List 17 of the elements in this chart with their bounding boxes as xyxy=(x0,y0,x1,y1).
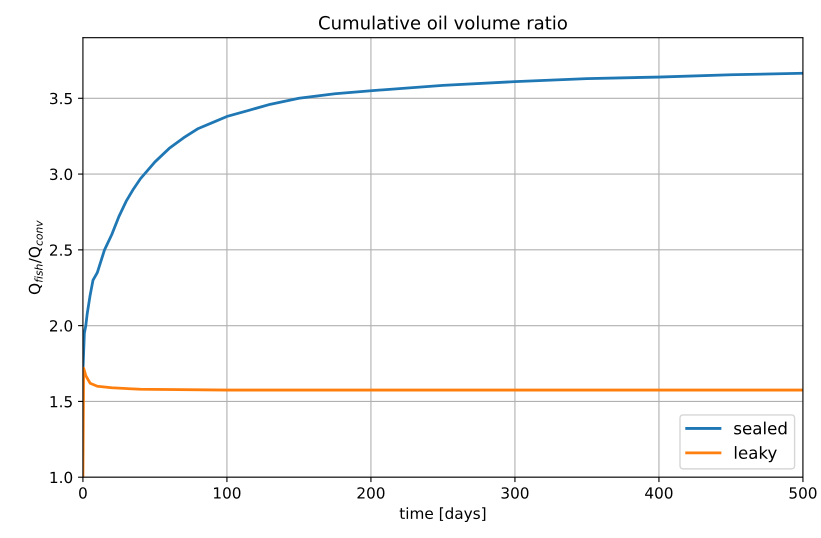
y-tick-label: 2.5 xyxy=(50,244,72,256)
y-tick-label: 1.5 xyxy=(50,396,72,408)
x-tick-label: 300 xyxy=(502,487,528,499)
x-tick-label: 400 xyxy=(645,487,672,499)
y-tick-label: 3.5 xyxy=(50,92,72,104)
x-axis-title: time [days] xyxy=(400,507,486,522)
y-axis-title: Q$_{fish}$/Q$_{conv}$ xyxy=(28,220,43,294)
y-tick-label: 1.0 xyxy=(50,472,72,484)
chart-title: Cumulative oil volume ratio xyxy=(319,16,567,30)
y-tick-label: 2.0 xyxy=(50,320,72,332)
x-tick-label: 100 xyxy=(214,487,240,499)
legend-label: leaky xyxy=(734,446,777,462)
legend-label: sealed xyxy=(734,422,786,435)
y-tick-label: 3.0 xyxy=(50,168,72,180)
x-tick-label: 200 xyxy=(357,487,384,499)
x-tick-label: 0 xyxy=(79,487,87,499)
x-tick-label: 500 xyxy=(790,487,817,499)
